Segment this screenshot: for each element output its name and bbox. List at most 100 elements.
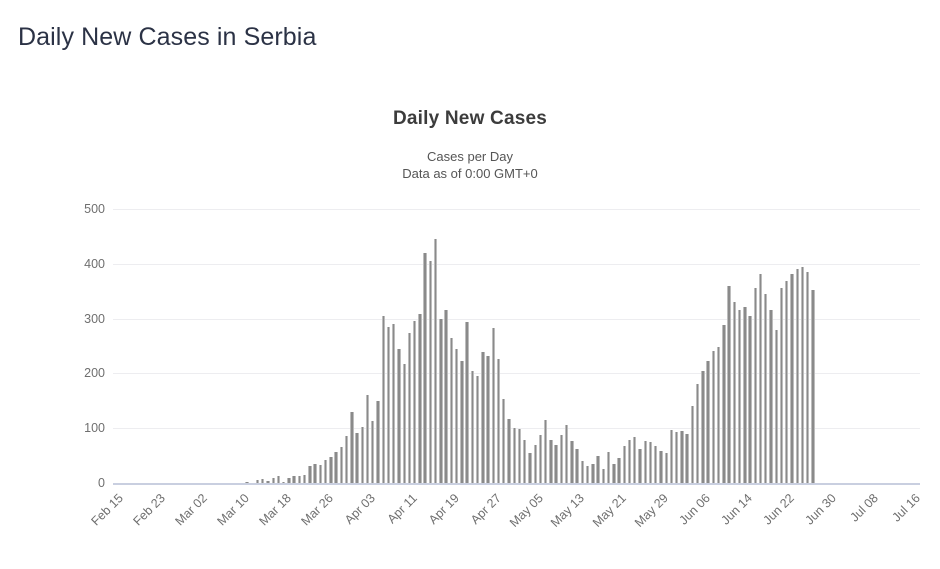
bar (454, 348, 459, 483)
bar (758, 273, 763, 483)
x-axis-tick-labels: Feb 15 Feb 23 Mar 02 Mar 10 Mar 18 Mar 26 Apr … (89, 483, 923, 553)
bar (470, 371, 475, 483)
x-axis-tick-label: Jun 30 (802, 491, 839, 528)
bar (329, 456, 333, 483)
bar (308, 466, 312, 483)
bar (806, 272, 810, 483)
x-axis-tick-label: Feb 23 (130, 491, 169, 529)
x-axis-tick-label: Jun 06 (676, 491, 714, 528)
bar (428, 260, 433, 483)
x-axis-tick-label: Apr 27 (467, 491, 504, 527)
y-axis-tick-labels: 500 400 300 200 100 0 (60, 202, 105, 490)
bar (313, 464, 317, 483)
bar (669, 430, 674, 483)
bar (633, 436, 637, 483)
bar (779, 288, 784, 483)
bar (355, 433, 359, 483)
bar (287, 478, 291, 483)
bar (690, 406, 695, 483)
bar (627, 440, 632, 483)
bar-series (113, 209, 920, 483)
bar (297, 476, 302, 483)
bar (339, 447, 344, 483)
y-axis-tick-label: 200 (84, 366, 105, 381)
bar (512, 428, 516, 483)
bar (648, 441, 653, 483)
bar (433, 239, 438, 483)
bar (769, 310, 773, 483)
x-axis-tick-label: Jul 08 (847, 491, 881, 525)
bar (444, 309, 448, 483)
chart-subtitle-line-2: Data as of 0:00 GMT+0 (402, 166, 538, 181)
x-axis-tick-label: Apr 11 (384, 491, 420, 527)
x-axis-tick-label: Mar 26 (298, 491, 336, 529)
bar (507, 419, 511, 483)
bar (564, 425, 569, 483)
bar (465, 322, 469, 483)
bar (491, 327, 495, 483)
bar (680, 430, 684, 483)
bar (544, 419, 548, 483)
gridline (113, 263, 920, 265)
bar (559, 434, 564, 483)
bar (675, 432, 679, 483)
page-title: Daily New Cases in Serbia (18, 23, 317, 51)
bar (418, 313, 422, 483)
bar (255, 480, 260, 483)
bar (449, 337, 454, 483)
x-axis-tick-label: Jul 16 (889, 491, 923, 525)
chart-title: Daily New Cases (392, 108, 548, 129)
x-axis-tick-label: Mar 10 (214, 491, 252, 529)
bar (585, 466, 590, 483)
bar (554, 444, 558, 483)
y-axis-tick-label: 500 (84, 202, 105, 216)
bar (381, 315, 385, 483)
bar (549, 440, 553, 483)
gridline (113, 428, 920, 430)
bar (392, 323, 396, 483)
x-axis-tick-label: Jun 22 (760, 491, 797, 528)
bar (276, 476, 281, 483)
bar (580, 460, 585, 483)
x-axis-tick-label: May 21 (590, 491, 630, 530)
bar (460, 360, 464, 483)
bar (302, 475, 307, 483)
x-axis-tick-label: Apr 19 (425, 491, 462, 527)
x-axis-tick-label: May 29 (632, 491, 672, 530)
bar (365, 394, 370, 483)
bar (722, 324, 726, 483)
bar (517, 429, 522, 483)
y-axis-tick-label: 100 (84, 421, 105, 436)
gridline (113, 209, 920, 210)
bar (481, 352, 485, 483)
x-axis-tick-label: Jun 14 (718, 491, 756, 528)
bar (753, 287, 757, 483)
bar (570, 440, 574, 483)
y-axis-tick-label: 400 (84, 256, 105, 271)
bar (774, 329, 778, 483)
bar (533, 444, 537, 483)
bar (612, 463, 616, 483)
bar (371, 420, 375, 483)
bar (654, 446, 658, 483)
plot-area (113, 209, 920, 485)
bar (795, 269, 799, 483)
bar (475, 375, 480, 483)
bar (245, 482, 249, 483)
x-axis-tick-label: Mar 02 (172, 491, 211, 529)
bar (764, 293, 768, 483)
bar (344, 436, 349, 483)
bar (706, 360, 710, 483)
gridline (113, 373, 920, 375)
bar (811, 290, 815, 483)
x-axis-tick-label: Mar 18 (256, 491, 294, 529)
bar (737, 310, 742, 483)
bar (575, 449, 579, 483)
bar (622, 445, 626, 483)
bar (386, 326, 391, 483)
bar (423, 253, 427, 483)
bar (685, 433, 689, 483)
bar (261, 479, 265, 483)
x-axis-tick-label: May 13 (548, 491, 588, 530)
